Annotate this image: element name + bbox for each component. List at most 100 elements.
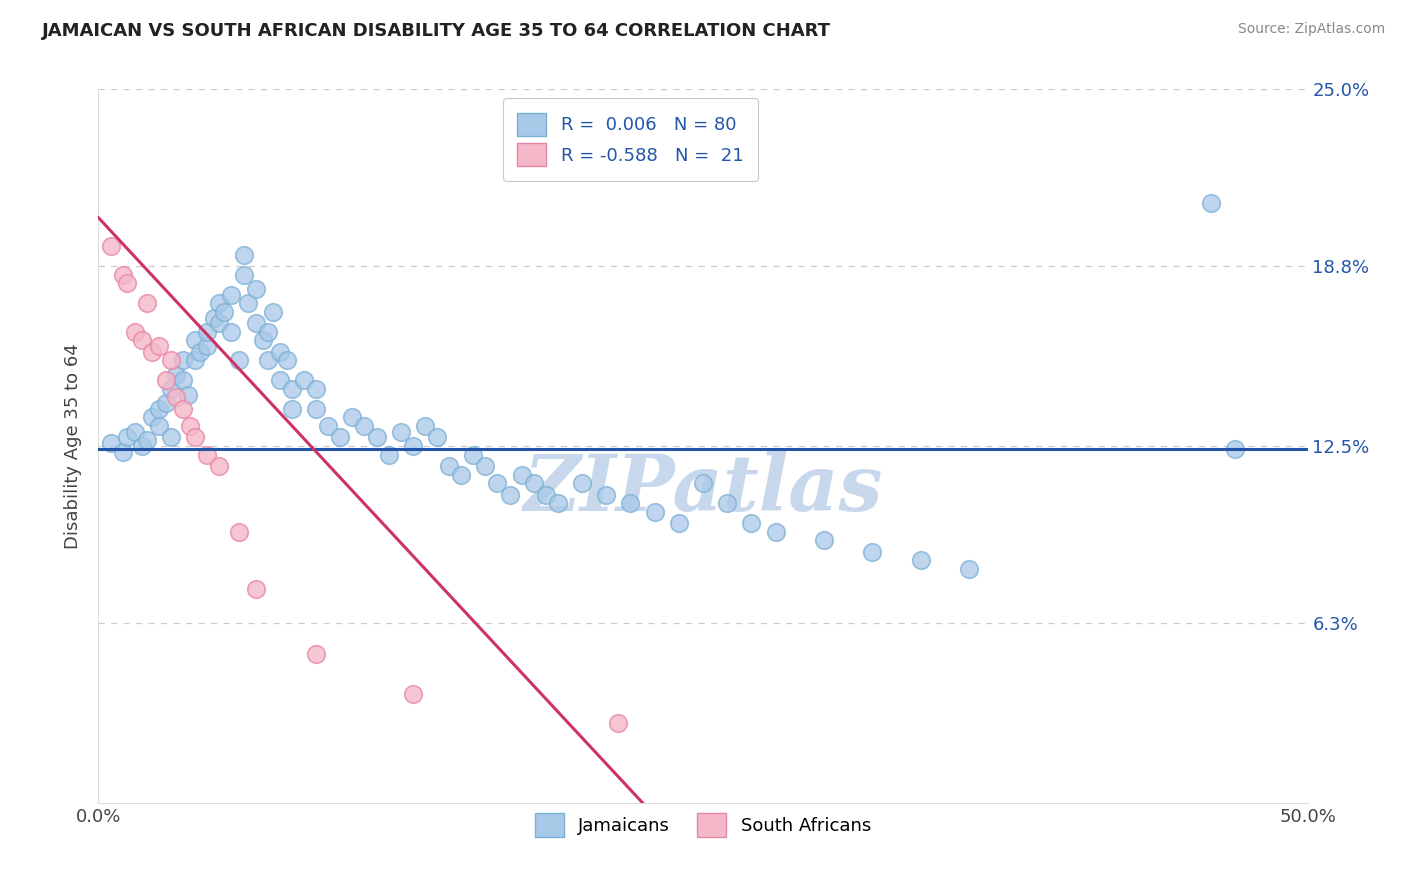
Text: Source: ZipAtlas.com: Source: ZipAtlas.com: [1237, 22, 1385, 37]
Point: [1199, 196, 1222, 211]
Point: [111, 268, 134, 282]
Point: [281, 382, 304, 396]
Point: [692, 476, 714, 491]
Point: [172, 373, 194, 387]
Point: [165, 391, 187, 405]
Point: [860, 544, 883, 558]
Point: [117, 277, 139, 291]
Point: [716, 496, 738, 510]
Point: [160, 382, 183, 396]
Point: [131, 439, 153, 453]
Point: [195, 339, 218, 353]
Point: [547, 496, 569, 510]
Point: [619, 496, 641, 510]
Point: [426, 430, 449, 444]
Point: [366, 430, 388, 444]
Point: [155, 396, 177, 410]
Text: JAMAICAN VS SOUTH AFRICAN DISABILITY AGE 35 TO 64 CORRELATION CHART: JAMAICAN VS SOUTH AFRICAN DISABILITY AGE…: [42, 22, 831, 40]
Point: [450, 467, 472, 482]
Point: [813, 533, 835, 548]
Point: [195, 448, 218, 462]
Point: [437, 458, 460, 473]
Point: [1223, 442, 1246, 456]
Point: [510, 467, 533, 482]
Point: [221, 287, 243, 301]
Point: [195, 325, 218, 339]
Point: [238, 296, 260, 310]
Point: [269, 344, 291, 359]
Point: [523, 476, 546, 491]
Point: [269, 373, 291, 387]
Point: [179, 419, 201, 434]
Point: [668, 516, 690, 530]
Point: [100, 436, 122, 450]
Point: [245, 316, 267, 330]
Legend: Jamaicans, South Africans: Jamaicans, South Africans: [527, 806, 879, 844]
Point: [305, 401, 328, 416]
Point: [228, 524, 250, 539]
Point: [228, 353, 250, 368]
Point: [208, 458, 231, 473]
Point: [607, 715, 630, 730]
Point: [957, 562, 980, 576]
Point: [486, 476, 509, 491]
Point: [644, 505, 666, 519]
Point: [252, 334, 274, 348]
Point: [256, 353, 278, 368]
Point: [413, 419, 436, 434]
Point: [534, 487, 557, 501]
Point: [245, 582, 267, 596]
Point: [353, 419, 375, 434]
Point: [212, 305, 235, 319]
Point: [498, 487, 520, 501]
Text: ZIPatlas: ZIPatlas: [523, 450, 883, 527]
Point: [141, 410, 163, 425]
Point: [148, 339, 170, 353]
Point: [256, 325, 278, 339]
Point: [124, 325, 146, 339]
Point: [474, 458, 496, 473]
Point: [276, 353, 298, 368]
Point: [329, 430, 352, 444]
Point: [124, 425, 146, 439]
Point: [389, 425, 412, 439]
Point: [232, 268, 254, 282]
Point: [765, 524, 787, 539]
Point: [135, 296, 157, 310]
Point: [402, 687, 425, 701]
Point: [177, 387, 200, 401]
Point: [292, 373, 315, 387]
Point: [165, 368, 187, 382]
Point: [245, 282, 267, 296]
Point: [100, 239, 122, 253]
Point: [595, 487, 617, 501]
Point: [305, 382, 328, 396]
Point: [305, 648, 328, 662]
Point: [463, 448, 485, 462]
Point: [184, 334, 207, 348]
Point: [188, 344, 211, 359]
Point: [148, 419, 170, 434]
Point: [141, 344, 163, 359]
Point: [342, 410, 364, 425]
Point: [172, 401, 194, 416]
Point: [316, 419, 339, 434]
Point: [208, 316, 231, 330]
Point: [184, 430, 207, 444]
Point: [910, 553, 932, 567]
Point: [402, 439, 425, 453]
Point: [232, 248, 254, 262]
Point: [184, 353, 207, 368]
Point: [135, 434, 157, 448]
Point: [155, 373, 177, 387]
Point: [111, 444, 134, 458]
Point: [262, 305, 284, 319]
Point: [172, 353, 194, 368]
Point: [131, 334, 153, 348]
Y-axis label: Disability Age 35 to 64: Disability Age 35 to 64: [65, 343, 83, 549]
Point: [281, 401, 304, 416]
Point: [208, 296, 231, 310]
Point: [740, 516, 762, 530]
Point: [377, 448, 399, 462]
Point: [221, 325, 243, 339]
